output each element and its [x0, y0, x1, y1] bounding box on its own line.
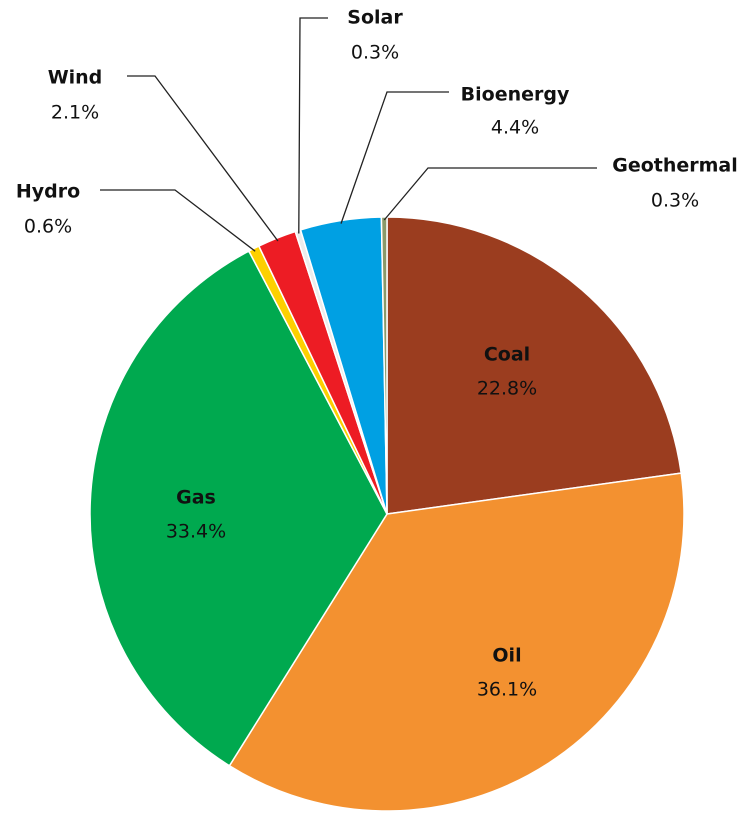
value-label: 36.1%: [477, 679, 537, 701]
leader-line: [127, 75, 279, 242]
value-label: 4.4%: [491, 117, 539, 139]
leader-line: [383, 167, 597, 221]
value-label: 0.3%: [351, 42, 399, 64]
leader-line: [340, 91, 449, 224]
slice-label: Wind: [48, 67, 103, 89]
slice-label: Geothermal: [612, 155, 738, 177]
value-label: 0.3%: [651, 190, 699, 212]
slice-label: Gas: [176, 487, 216, 509]
slice-label: Coal: [484, 344, 530, 366]
slice: [228, 472, 685, 812]
slice: [89, 250, 388, 767]
value-label: 2.1%: [51, 102, 99, 124]
value-label: 22.8%: [477, 378, 537, 400]
slice-label: Hydro: [16, 181, 80, 203]
value-label: 33.4%: [166, 521, 226, 543]
leader-line: [298, 17, 328, 234]
value-label: 0.6%: [24, 216, 72, 238]
slice-label: Bioenergy: [461, 84, 570, 106]
slice-label: Oil: [492, 645, 521, 667]
slice: [386, 216, 683, 515]
leader-line: [100, 189, 256, 252]
slice-label: Solar: [347, 7, 403, 29]
